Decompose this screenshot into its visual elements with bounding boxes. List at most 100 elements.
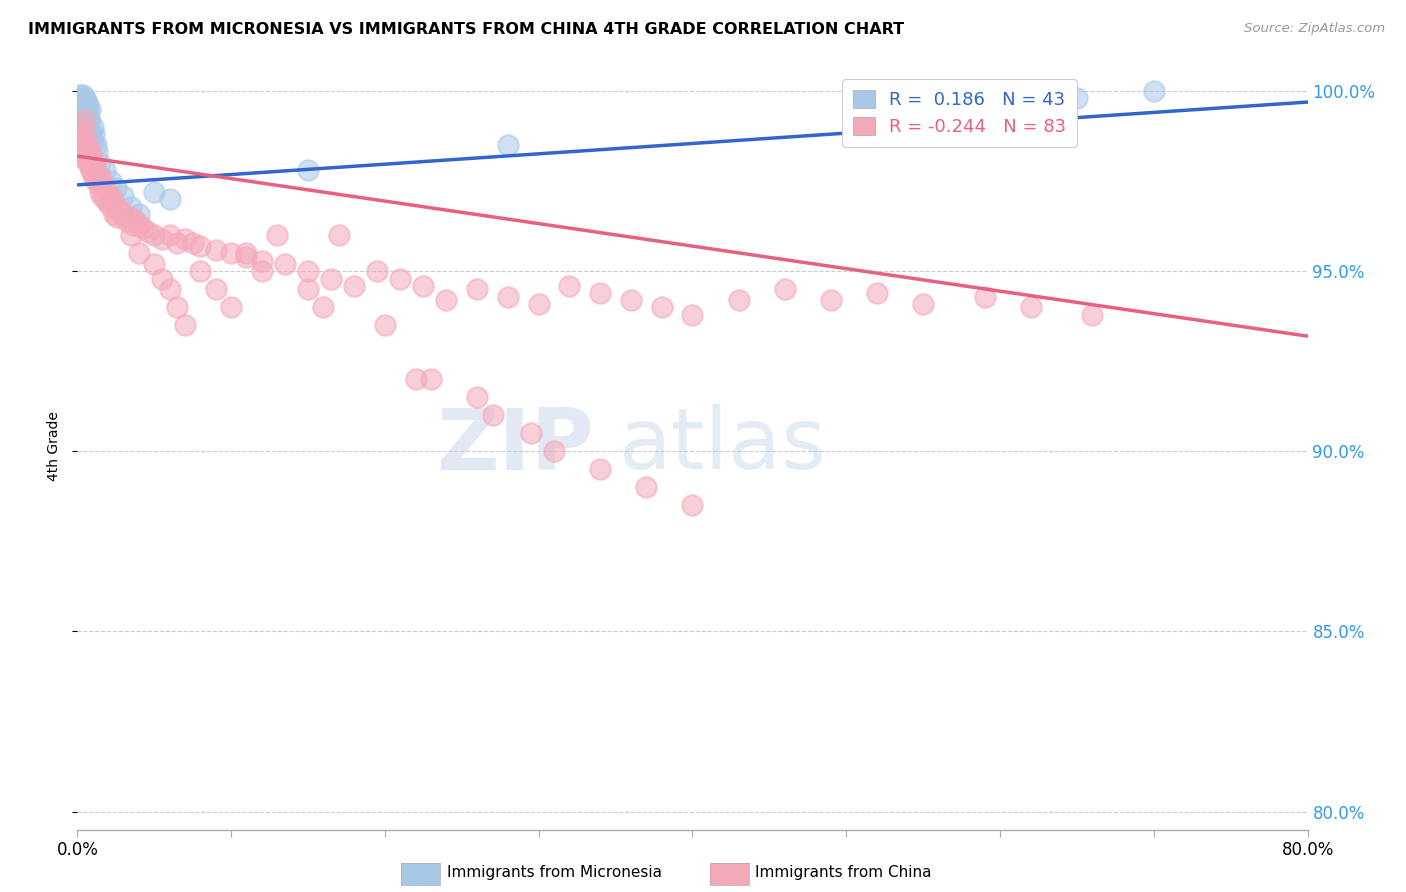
Point: [82, 156, 104, 170]
Point: [80, 149, 103, 163]
Text: Source: ZipAtlas.com: Source: ZipAtlas.com: [1244, 22, 1385, 36]
Point: [912, 297, 935, 311]
Point: [90, 188, 114, 202]
Y-axis label: 4th Grade: 4th Grade: [48, 411, 62, 481]
Point: [76, 138, 98, 153]
Point: [121, 218, 143, 232]
Point: [87, 178, 110, 192]
Point: [67, 128, 90, 142]
Point: [94, 163, 117, 178]
Point: [115, 214, 138, 228]
Point: [76, 128, 98, 142]
Point: [83, 170, 105, 185]
Point: [143, 257, 166, 271]
Point: [297, 163, 319, 178]
Point: [343, 278, 366, 293]
Point: [174, 232, 197, 246]
Point: [96, 185, 118, 199]
Point: [73, 128, 96, 142]
Point: [90, 174, 114, 188]
Text: IMMIGRANTS FROM MICRONESIA VS IMMIGRANTS FROM CHINA 4TH GRADE CORRELATION CHART: IMMIGRANTS FROM MICRONESIA VS IMMIGRANTS…: [28, 22, 904, 37]
Point: [89, 185, 111, 199]
Point: [174, 318, 197, 333]
Point: [420, 372, 443, 386]
Point: [1081, 308, 1104, 322]
Point: [112, 188, 135, 202]
Point: [328, 228, 350, 243]
Point: [150, 271, 173, 285]
Point: [76, 102, 98, 116]
Point: [80, 163, 103, 178]
Point: [80, 128, 103, 142]
Point: [70, 120, 93, 135]
Point: [589, 285, 612, 300]
Point: [181, 235, 204, 250]
Point: [120, 228, 142, 243]
Point: [235, 250, 257, 264]
Point: [120, 200, 142, 214]
Point: [104, 200, 127, 214]
Point: [636, 480, 658, 494]
Point: [1019, 301, 1042, 315]
Point: [82, 120, 104, 135]
Point: [274, 257, 297, 271]
Point: [100, 174, 122, 188]
Point: [76, 153, 98, 167]
Point: [67, 91, 90, 105]
Point: [204, 282, 226, 296]
Point: [89, 156, 111, 170]
Point: [219, 301, 242, 315]
Point: [159, 282, 181, 296]
Point: [188, 264, 212, 278]
Point: [70, 131, 93, 145]
Point: [543, 444, 565, 458]
Point: [69, 149, 91, 163]
Point: [83, 160, 105, 174]
Point: [682, 308, 704, 322]
Point: [77, 142, 100, 156]
Point: [1143, 84, 1166, 98]
Point: [73, 113, 96, 128]
Point: [101, 192, 124, 206]
Point: [110, 203, 132, 218]
Point: [82, 167, 104, 181]
Point: [374, 318, 396, 333]
Legend: R =  0.186   N = 43, R = -0.244   N = 83: R = 0.186 N = 43, R = -0.244 N = 83: [842, 79, 1077, 146]
Point: [436, 293, 458, 307]
Point: [132, 221, 155, 235]
Point: [69, 138, 91, 153]
Point: [76, 95, 98, 109]
Point: [118, 211, 141, 225]
Point: [143, 228, 166, 243]
Point: [100, 200, 122, 214]
Point: [297, 264, 319, 278]
Point: [72, 110, 94, 124]
Point: [77, 131, 100, 145]
Point: [69, 87, 91, 102]
Point: [79, 124, 101, 138]
Point: [70, 98, 93, 112]
Point: [82, 135, 104, 149]
Point: [128, 218, 150, 232]
Point: [69, 95, 91, 109]
Point: [77, 120, 100, 135]
Point: [159, 192, 181, 206]
Point: [412, 278, 434, 293]
Point: [89, 170, 111, 185]
Point: [103, 207, 125, 221]
Point: [72, 145, 94, 160]
Point: [79, 102, 101, 116]
Point: [558, 278, 581, 293]
Point: [188, 239, 212, 253]
Point: [496, 289, 519, 303]
Point: [204, 243, 226, 257]
Point: [97, 195, 120, 210]
Point: [136, 225, 159, 239]
Point: [73, 117, 96, 131]
Point: [465, 390, 488, 404]
Point: [973, 289, 995, 303]
Point: [389, 271, 412, 285]
Point: [465, 282, 488, 296]
Point: [235, 246, 257, 260]
Point: [84, 138, 107, 153]
